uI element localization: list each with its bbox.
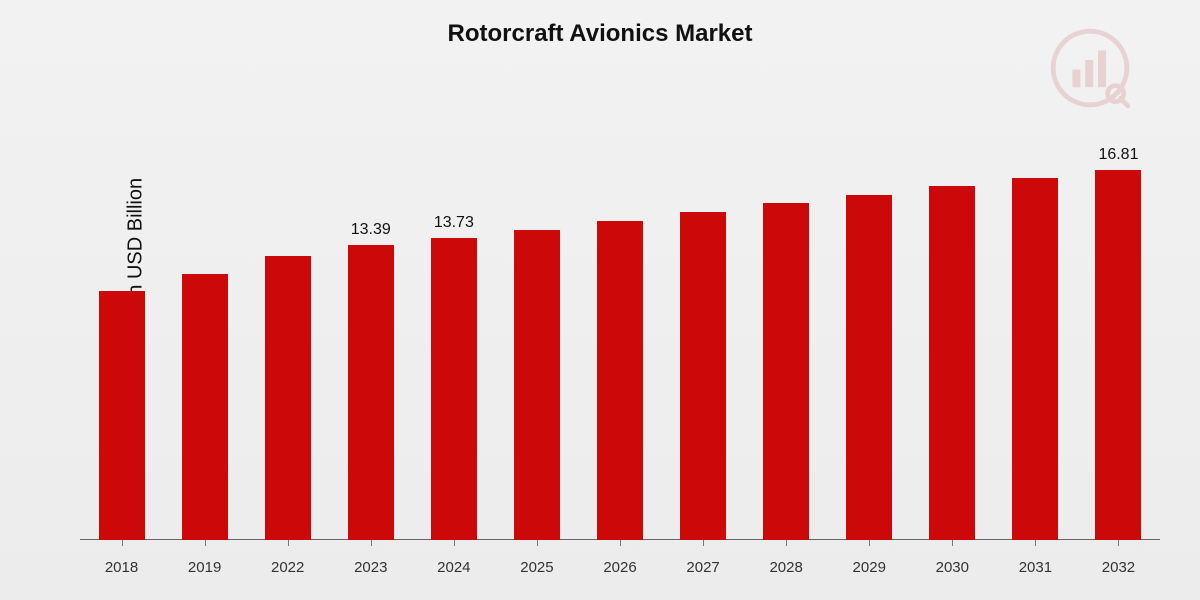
x-axis-label: 2030 (911, 559, 994, 576)
bar-slot: 13.73 (412, 100, 495, 540)
x-tick (1118, 540, 1119, 546)
bar-slot (80, 100, 163, 540)
bar-value-label: 13.73 (434, 214, 474, 232)
bar (763, 203, 809, 540)
x-axis-label: 2019 (163, 559, 246, 576)
bar (929, 186, 975, 540)
bar (431, 238, 477, 540)
x-axis-label: 2024 (412, 559, 495, 576)
x-axis-label: 2022 (246, 559, 329, 576)
watermark-logo-icon (1050, 28, 1130, 108)
bar-slot (163, 100, 246, 540)
bar-slot (745, 100, 828, 540)
x-axis-label: 2029 (828, 559, 911, 576)
bar-value-label: 16.81 (1098, 146, 1138, 164)
x-axis-label: 2026 (578, 559, 661, 576)
bar (1095, 170, 1141, 540)
bar-slot (246, 100, 329, 540)
x-tick (205, 540, 206, 546)
bar (680, 212, 726, 540)
bar (99, 291, 145, 540)
x-tick (620, 540, 621, 546)
x-tick (786, 540, 787, 546)
x-tick (952, 540, 953, 546)
chart-title: Rotorcraft Avionics Market (0, 20, 1200, 48)
bar (182, 274, 228, 540)
bar-slot (578, 100, 661, 540)
x-tick (122, 540, 123, 546)
x-axis-label: 2031 (994, 559, 1077, 576)
x-tick (371, 540, 372, 546)
bar-slot (828, 100, 911, 540)
bar (597, 221, 643, 540)
x-axis-label: 2018 (80, 559, 163, 576)
bar (1012, 178, 1058, 540)
plot-area: 13.39 13.73 16.81 (80, 100, 1160, 540)
x-axis-label: 2023 (329, 559, 412, 576)
bar-slot: 16.81 (1077, 100, 1160, 540)
x-axis-label: 2027 (662, 559, 745, 576)
x-axis-labels: 2018201920222023202420252026202720282029… (80, 559, 1160, 576)
x-axis-label: 2032 (1077, 559, 1160, 576)
bar-slot (994, 100, 1077, 540)
x-tick (537, 540, 538, 546)
bar-slot (662, 100, 745, 540)
bar-slot (911, 100, 994, 540)
bar (514, 230, 560, 540)
bar-slot (495, 100, 578, 540)
x-tick (288, 540, 289, 546)
bar (265, 256, 311, 540)
x-tick (454, 540, 455, 546)
x-tick (869, 540, 870, 546)
x-tick (703, 540, 704, 546)
x-axis-label: 2028 (745, 559, 828, 576)
x-axis-label: 2025 (495, 559, 578, 576)
bar-value-label: 13.39 (351, 221, 391, 239)
bars-container: 13.39 13.73 16.81 (80, 100, 1160, 540)
bar (846, 195, 892, 540)
bar-slot: 13.39 (329, 100, 412, 540)
x-tick (1035, 540, 1036, 546)
bar (348, 245, 394, 540)
